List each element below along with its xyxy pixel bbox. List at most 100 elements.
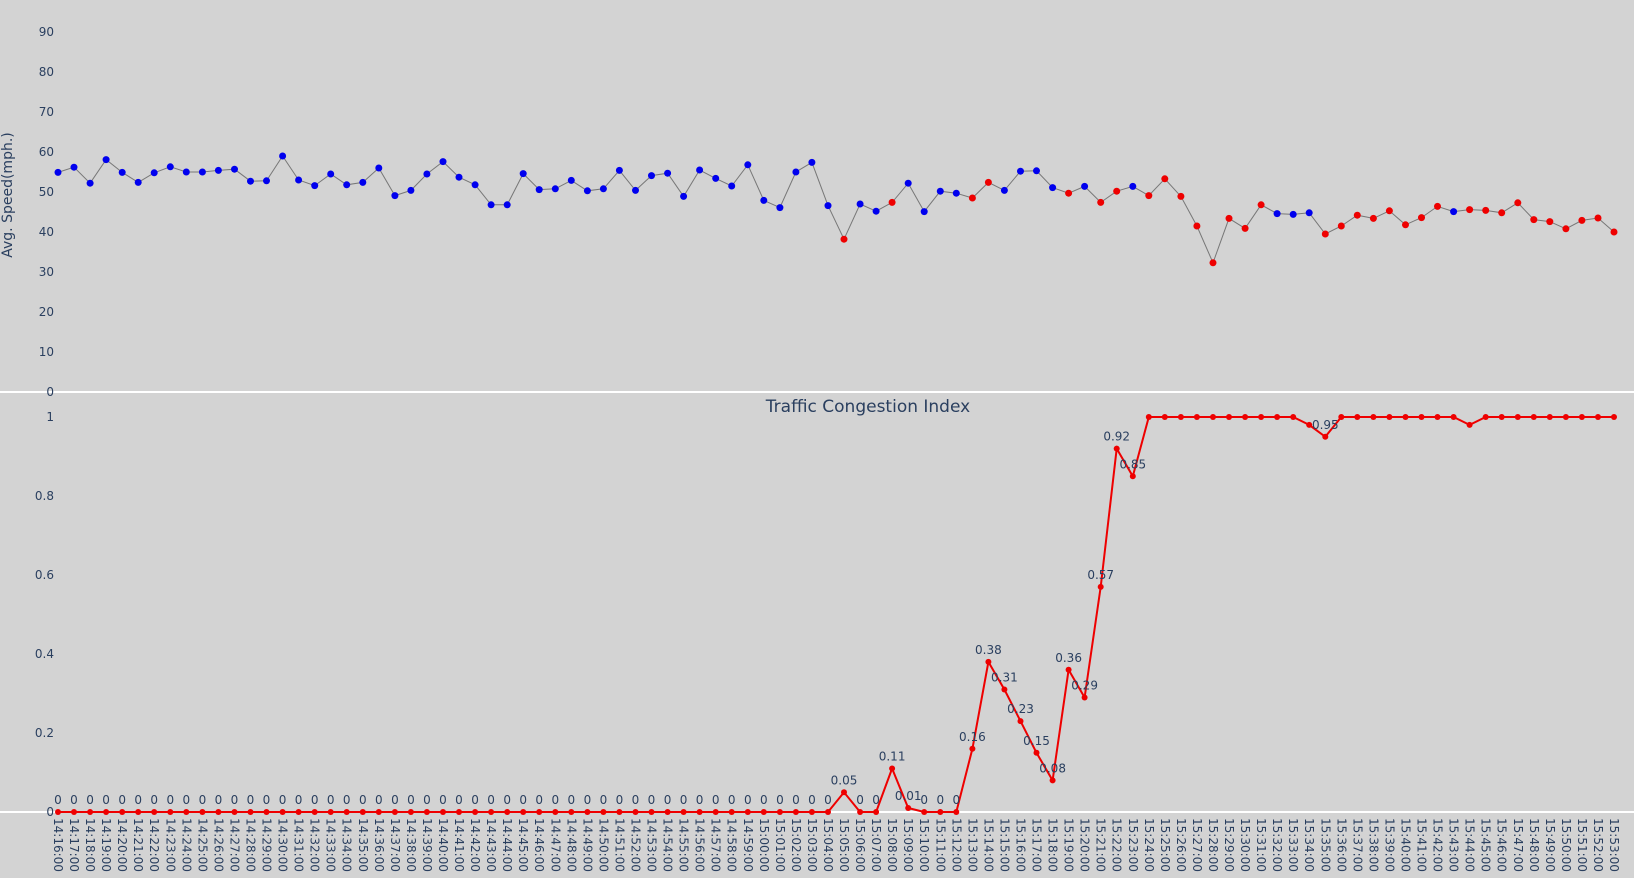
congestion-data-label: 0 bbox=[600, 793, 608, 807]
congestion-point bbox=[295, 809, 302, 815]
x-tick-label: 15:07:00 bbox=[869, 818, 883, 872]
congestion-data-label: 0 bbox=[584, 793, 592, 807]
speed-point bbox=[1610, 228, 1618, 236]
x-tick-label: 15:41:00 bbox=[1415, 818, 1429, 872]
speed-point bbox=[1450, 208, 1458, 216]
congestion-data-label: 0 bbox=[648, 793, 656, 807]
x-tick-label: 15:53:00 bbox=[1607, 818, 1621, 872]
congestion-point bbox=[520, 809, 527, 815]
speed-point bbox=[840, 235, 848, 243]
speed-point bbox=[150, 169, 158, 177]
x-tick-label: 14:40:00 bbox=[436, 818, 450, 872]
congestion-data-label: 0.36 bbox=[1055, 651, 1082, 665]
speed-point bbox=[134, 178, 142, 186]
speed-point bbox=[1241, 224, 1249, 232]
x-tick-label: 14:57:00 bbox=[709, 818, 723, 872]
congestion-point bbox=[263, 809, 270, 815]
speed-point bbox=[70, 163, 78, 171]
x-tick-label: 15:27:00 bbox=[1190, 818, 1204, 872]
x-tick-label: 15:34:00 bbox=[1302, 818, 1316, 872]
congestion-point bbox=[103, 809, 110, 815]
congestion-data-label: 0 bbox=[696, 793, 704, 807]
congestion-data-label: 0.15 bbox=[1023, 734, 1050, 748]
congestion-data-label: 0 bbox=[70, 793, 78, 807]
congestion-point bbox=[327, 809, 334, 815]
congestion-data-label: 0 bbox=[487, 793, 495, 807]
congestion-point bbox=[71, 809, 77, 815]
congestion-point bbox=[728, 809, 735, 815]
speed-point bbox=[744, 161, 752, 169]
x-tick-label: 15:35:00 bbox=[1318, 818, 1332, 872]
speed-point bbox=[423, 170, 431, 178]
x-tick-label: 14:32:00 bbox=[308, 818, 322, 872]
congestion-point bbox=[1466, 421, 1473, 428]
congestion-point bbox=[1386, 414, 1393, 420]
speed-point bbox=[664, 169, 672, 177]
congestion-data-label: 0 bbox=[535, 793, 543, 807]
congestion-point bbox=[87, 809, 94, 815]
congestion-point bbox=[1434, 414, 1441, 420]
speed-point bbox=[1145, 192, 1153, 200]
congestion-data-label: 0 bbox=[567, 793, 575, 807]
congestion-data-label: 0 bbox=[824, 793, 832, 807]
congestion-data-label: 0 bbox=[439, 793, 447, 807]
congestion-point bbox=[1001, 686, 1008, 693]
congestion-point bbox=[456, 809, 462, 815]
speed-y-tick-label: 20 bbox=[39, 305, 54, 319]
congestion-data-label: 0 bbox=[744, 793, 752, 807]
x-tick-label: 15:00:00 bbox=[757, 818, 771, 872]
x-tick-label: 14:55:00 bbox=[677, 818, 691, 872]
congestion-y-tick-label: 0.8 bbox=[35, 489, 54, 503]
congestion-point bbox=[808, 809, 815, 815]
speed-point bbox=[1161, 175, 1169, 183]
congestion-point bbox=[1129, 473, 1136, 480]
congestion-point bbox=[1450, 414, 1457, 420]
x-tick-label: 14:52:00 bbox=[629, 818, 643, 872]
congestion-points bbox=[55, 414, 1617, 815]
x-tick-label: 14:24:00 bbox=[179, 818, 193, 872]
congestion-data-label: 0 bbox=[231, 793, 239, 807]
congestion-point bbox=[407, 809, 414, 815]
congestion-point bbox=[1242, 414, 1249, 420]
speed-point bbox=[712, 174, 720, 182]
x-tick-label: 14:48:00 bbox=[564, 818, 578, 872]
speed-point bbox=[1273, 210, 1281, 218]
congestion-data-label: 0 bbox=[327, 793, 335, 807]
congestion-data-label: 0 bbox=[311, 793, 319, 807]
speed-point bbox=[1434, 202, 1441, 210]
congestion-point bbox=[279, 809, 286, 815]
x-tick-label: 14:30:00 bbox=[276, 818, 290, 872]
congestion-point bbox=[841, 789, 847, 796]
speed-point bbox=[968, 194, 976, 202]
x-tick-label: 15:30:00 bbox=[1238, 818, 1252, 872]
congestion-point bbox=[247, 809, 254, 815]
congestion-data-label: 0 bbox=[407, 793, 415, 807]
speed-point bbox=[487, 201, 495, 209]
x-tick-label: 15:40:00 bbox=[1399, 818, 1413, 872]
speed-point bbox=[728, 182, 736, 190]
speed-point bbox=[1081, 182, 1089, 190]
congestion-data-label: 0.95 bbox=[1312, 418, 1339, 432]
congestion-data-label: 0 bbox=[102, 793, 110, 807]
x-tick-label: 14:34:00 bbox=[340, 818, 354, 872]
x-tick-label: 15:43:00 bbox=[1447, 818, 1461, 872]
x-tick-label: 15:02:00 bbox=[789, 818, 803, 872]
x-tick-label: 15:49:00 bbox=[1543, 818, 1557, 872]
congestion-point bbox=[504, 809, 511, 815]
congestion-point bbox=[921, 809, 928, 815]
congestion-point bbox=[167, 809, 174, 815]
x-tick-label: 14:33:00 bbox=[324, 818, 338, 872]
congestion-point bbox=[1514, 414, 1521, 420]
congestion-point bbox=[215, 809, 222, 815]
congestion-point bbox=[712, 809, 719, 815]
x-tick-label: 15:50:00 bbox=[1559, 818, 1573, 872]
x-tick-label: 15:10:00 bbox=[917, 818, 931, 872]
x-tick-label: 15:03:00 bbox=[805, 818, 819, 872]
speed-point bbox=[1257, 201, 1265, 209]
x-tick-label: 15:16:00 bbox=[1014, 818, 1028, 872]
congestion-point bbox=[1210, 414, 1216, 420]
speed-y-axis-label: Avg. Speed(mph.) bbox=[0, 132, 16, 258]
speed-point bbox=[1305, 209, 1313, 217]
speed-point bbox=[1418, 214, 1425, 222]
